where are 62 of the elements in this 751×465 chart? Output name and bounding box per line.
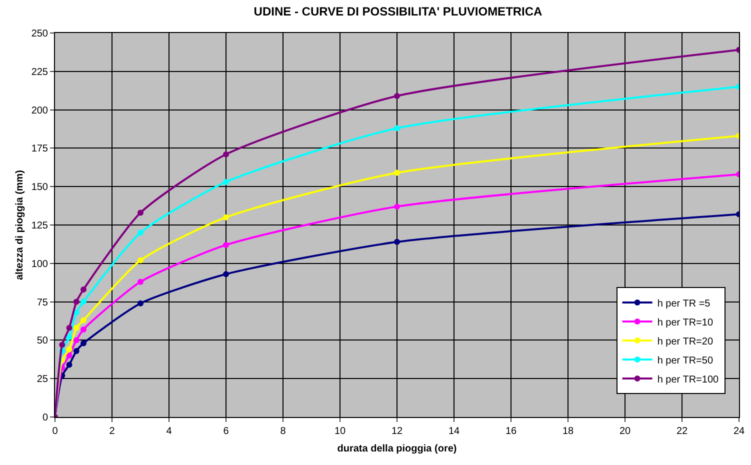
point <box>80 326 86 332</box>
point <box>138 278 144 285</box>
y-tick-label: 75 <box>36 297 48 308</box>
chart-title: UDINE - CURVE DI POSSIBILITA' PLUVIOMETRICA <box>254 4 543 18</box>
point <box>223 178 229 185</box>
y-tick-label: 250 <box>31 28 48 40</box>
y-tick-label: 225 <box>31 66 48 78</box>
x-axis-title: durata della pioggia (ore) <box>337 444 457 454</box>
x-tick-label: 20 <box>619 426 631 437</box>
legend-label: h per TR =5 <box>657 298 711 310</box>
point <box>223 214 229 220</box>
y-tick-label: 50 <box>36 336 48 347</box>
x-tick-label: 22 <box>676 426 688 437</box>
x-tick-label: 4 <box>166 426 172 437</box>
legend-label: h per TR=10 <box>657 317 714 328</box>
point <box>394 170 400 176</box>
point <box>394 92 400 99</box>
x-tick-label: 0 <box>52 426 58 437</box>
point <box>73 337 80 344</box>
y-tick-label: 25 <box>36 374 48 386</box>
point <box>223 271 229 278</box>
legend-label: h per TR=50 <box>657 355 714 366</box>
x-tick-label: 2 <box>109 426 116 437</box>
y-tick-label: 0 <box>42 412 48 424</box>
point <box>80 340 86 346</box>
x-tick-label: 12 <box>391 426 403 437</box>
x-tick-label: 24 <box>733 426 745 437</box>
point <box>138 230 144 236</box>
x-tick-label: 10 <box>334 426 346 437</box>
legend-label: h per TR=100 <box>657 374 720 386</box>
point <box>394 125 400 132</box>
point <box>66 346 72 352</box>
y-tick-label: 125 <box>31 220 48 232</box>
point <box>80 298 86 305</box>
point <box>80 286 86 293</box>
point <box>73 298 80 305</box>
point <box>394 238 400 245</box>
point <box>80 317 86 324</box>
x-tick-label: 16 <box>505 426 517 437</box>
point <box>73 348 80 354</box>
point <box>66 352 72 359</box>
point <box>138 257 144 264</box>
point <box>138 210 144 216</box>
x-tick-label: 8 <box>280 426 286 437</box>
x-tick-label: 14 <box>448 426 460 437</box>
x-tick-label: 18 <box>562 426 574 437</box>
point <box>394 204 400 210</box>
y-tick-label: 100 <box>31 258 48 270</box>
point <box>66 324 72 331</box>
y-tick-label: 200 <box>31 105 48 116</box>
legend-label: h per TR=20 <box>657 336 714 348</box>
point <box>223 151 229 158</box>
point <box>59 342 66 348</box>
point <box>66 362 72 368</box>
y-tick-label: 175 <box>31 144 48 155</box>
y-tick-label: 150 <box>31 182 48 194</box>
point <box>66 334 72 340</box>
y-axis-title: altezza di pioggia (mm) <box>14 170 26 280</box>
x-tick-label: 6 <box>223 426 230 437</box>
point <box>138 300 144 306</box>
point <box>73 324 80 331</box>
point <box>223 242 229 248</box>
